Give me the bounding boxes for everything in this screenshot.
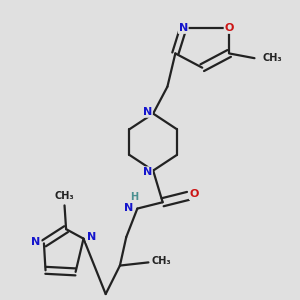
Text: CH₃: CH₃: [152, 256, 171, 266]
Text: N: N: [143, 107, 152, 117]
Text: O: O: [224, 23, 234, 33]
Text: N: N: [87, 232, 96, 242]
Text: O: O: [190, 189, 199, 199]
Text: N: N: [124, 202, 133, 213]
Text: CH₃: CH₃: [55, 191, 74, 201]
Text: CH₃: CH₃: [262, 53, 282, 63]
Text: N: N: [32, 237, 40, 247]
Text: N: N: [143, 167, 152, 177]
Text: H: H: [130, 193, 138, 202]
Text: N: N: [178, 23, 188, 33]
